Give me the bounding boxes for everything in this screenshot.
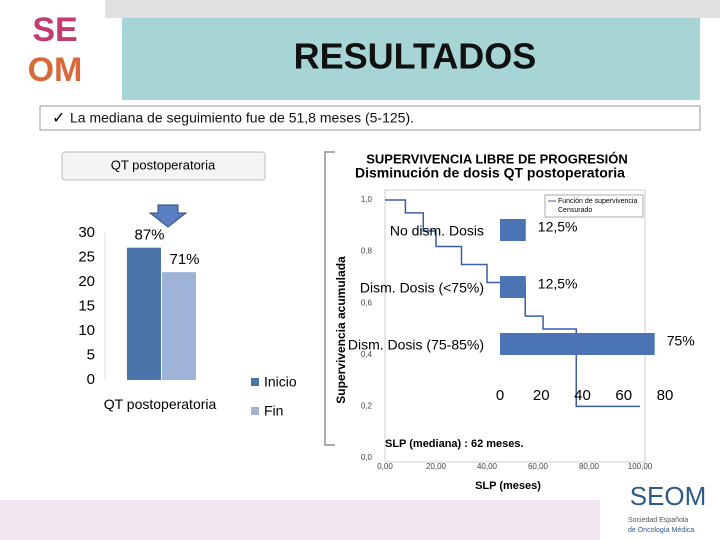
- value-label: 12,5%: [538, 276, 578, 292]
- y-tick-label: 20: [78, 273, 95, 290]
- title-banner: [122, 18, 700, 100]
- x-tick-label: 20: [533, 387, 550, 404]
- x-tick-label: QT postoperatoria: [103, 396, 217, 412]
- value-label: 71%: [169, 251, 199, 268]
- km-title: SUPERVIVENCIA LIBRE DE PROGRESIÓN: [366, 151, 628, 166]
- footer-logo-line: Sociedad Española: [628, 517, 688, 524]
- legend-swatch: [251, 378, 259, 386]
- survival-curve: [385, 199, 640, 408]
- km-legend-label: Censurado: [558, 207, 592, 214]
- x-tick-label: 40,00: [477, 462, 498, 471]
- title: RESULTADOS: [294, 36, 537, 77]
- km-legend-label: Función de supervivencia: [558, 198, 637, 205]
- y-tick-label: 25: [78, 248, 95, 265]
- bar: [162, 272, 196, 380]
- footer-logo-name: SEOM: [630, 481, 707, 511]
- y-tick-label: 0,2: [361, 402, 373, 411]
- x-tick-label: 0: [496, 387, 504, 404]
- bullet-check: ✓: [52, 110, 65, 127]
- x-tick-label: 60: [615, 387, 632, 404]
- annotation: SLP (mediana) : 62 meses.: [385, 438, 524, 450]
- category-label: Dism. Dosis (<75%): [360, 280, 484, 296]
- value-label: 12,5%: [538, 219, 578, 235]
- y-axis-label: Supervivencia acumulada: [334, 256, 348, 404]
- bar: [500, 333, 655, 355]
- bar: [500, 276, 526, 298]
- bracket: [324, 151, 335, 446]
- y-tick-label: 0: [87, 371, 95, 388]
- x-axis-label: SLP (meses): [475, 480, 541, 492]
- bar: [500, 219, 526, 241]
- bullet-text: La mediana de seguimiento fue de 51,8 me…: [70, 110, 414, 126]
- y-tick-label: 10: [78, 322, 95, 339]
- bar: [127, 247, 161, 380]
- x-tick-label: 80: [657, 387, 674, 404]
- x-tick-label: 0,00: [377, 462, 393, 471]
- category-label: No dism. Dosis: [390, 223, 484, 239]
- km-legend-box: [544, 194, 644, 218]
- x-tick-label: 40: [574, 387, 591, 404]
- chart-title-box: [61, 151, 266, 181]
- y-tick-label: 15: [78, 297, 95, 314]
- x-tick-label: 100,00: [628, 462, 653, 471]
- people-strip: [0, 500, 600, 540]
- x-tick-label: 20,00: [426, 462, 447, 471]
- y-tick-label: 1,0: [361, 195, 373, 204]
- arrow-icon: [148, 204, 188, 228]
- x-tick-label-box: QT postoperatoria: [103, 396, 217, 412]
- x-tick-label: 60,00: [528, 462, 549, 471]
- y-tick-label: 5: [87, 346, 95, 363]
- footer-logo-line: de Oncología Médica: [628, 527, 694, 534]
- legend-label: Fin: [264, 403, 283, 419]
- bullet-box: [39, 105, 701, 131]
- value-label: 87%: [134, 227, 164, 244]
- y-tick-label: 30: [78, 224, 95, 241]
- legend-label: Inicio: [264, 374, 297, 390]
- legend-swatch: [251, 407, 259, 415]
- logo-bottom: OM: [28, 51, 83, 89]
- category-label: Dism. Dosis (75-85%): [348, 337, 484, 353]
- y-tick-label: 0,4: [361, 350, 373, 359]
- y-tick-label: 0,0: [361, 453, 373, 462]
- hbar-title: Disminución de dosis QT postoperatoria: [355, 165, 625, 181]
- x-tick-label: 80,00: [579, 462, 600, 471]
- y-tick-label: 0,6: [361, 298, 373, 307]
- top-band: [105, 0, 720, 18]
- chart-title: QT postoperatoria: [111, 157, 216, 172]
- logo-top: SE: [32, 11, 77, 49]
- value-label: 75%: [667, 333, 695, 349]
- y-tick-label: 0,8: [361, 247, 373, 256]
